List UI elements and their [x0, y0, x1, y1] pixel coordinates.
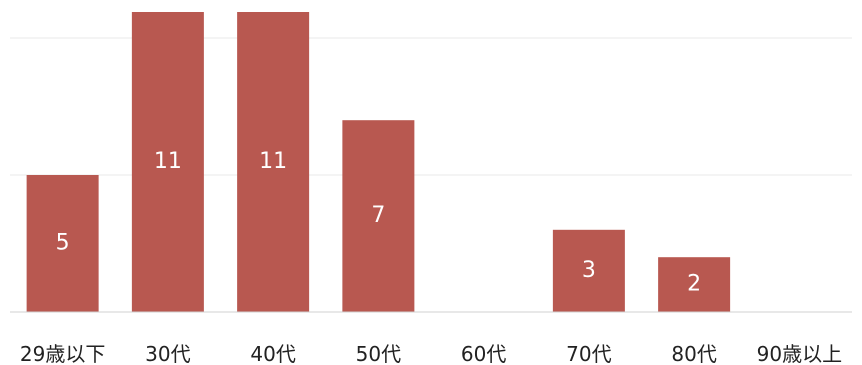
- x-tick-label-6: 70代: [566, 342, 611, 365]
- x-tick-label-3: 40代: [250, 342, 295, 365]
- bars: [26, 12, 731, 312]
- x-tick-label-2: 30代: [145, 342, 190, 365]
- x-tick-label-1: 29歳以下: [20, 342, 105, 365]
- bar-4: [342, 120, 415, 312]
- data-label-4: 7: [371, 203, 385, 228]
- bar-7: [658, 257, 731, 312]
- bar-2: [131, 12, 204, 312]
- x-tick-label-5: 60代: [461, 342, 506, 365]
- bar-3: [237, 12, 310, 312]
- bar-1: [26, 175, 99, 312]
- data-label-7: 2: [687, 272, 701, 297]
- data-label-3: 11: [259, 149, 287, 174]
- x-tick-label-8: 90歳以上: [757, 342, 842, 365]
- bar-6: [552, 229, 625, 312]
- data-labels: 5 11 11 7 3 2: [56, 149, 702, 297]
- x-tick-label-7: 80代: [671, 342, 716, 365]
- x-axis-ticks: 29歳以下 30代 40代 50代 60代 70代 80代 90歳以上: [20, 342, 842, 365]
- data-label-6: 3: [582, 258, 596, 283]
- data-label-1: 5: [56, 231, 70, 256]
- data-label-2: 11: [154, 149, 182, 174]
- x-tick-label-4: 50代: [356, 342, 401, 365]
